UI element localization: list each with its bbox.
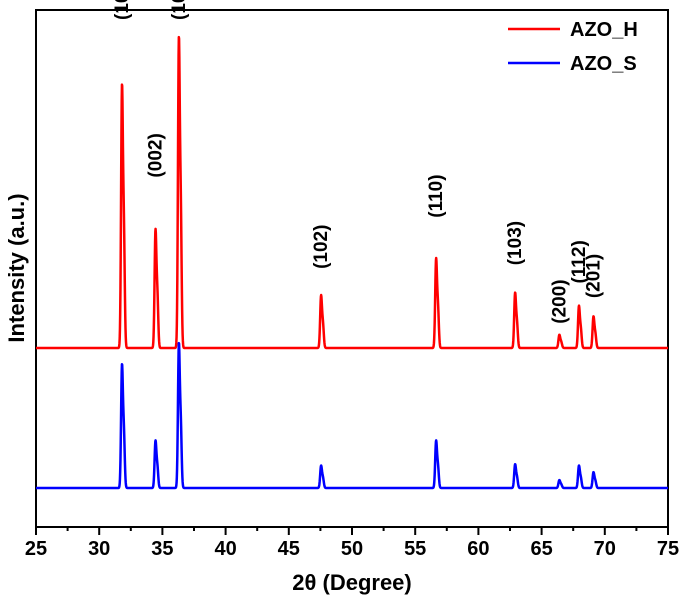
x-tick-label: 35	[151, 538, 173, 560]
x-tick-label: 60	[467, 538, 489, 560]
y-axis-title: Intensity (a.u.)	[4, 193, 29, 342]
x-axis-title: 2θ (Degree)	[292, 570, 412, 595]
peak-label: (200)	[549, 279, 570, 323]
x-tick-label: 30	[88, 538, 110, 560]
x-axis-ticks: 25 30 35 40 45 50 55 60 65 70 75	[25, 527, 679, 560]
legend-label-azo-s: AZO_S	[570, 53, 637, 75]
peak-label: (101)	[169, 0, 190, 20]
x-tick-label: 75	[657, 538, 679, 560]
peak-label: (103)	[505, 221, 526, 265]
peak-label: (002)	[145, 133, 166, 177]
x-tick-label: 55	[404, 538, 426, 560]
legend: AZO_H AZO_S	[508, 19, 638, 75]
peak-label: (102)	[311, 225, 332, 269]
x-tick-label: 70	[594, 538, 616, 560]
peak-label: (201)	[583, 254, 604, 298]
x-tick-label: 25	[25, 538, 47, 560]
series-layer	[35, 35, 669, 490]
series-line-azo-s	[35, 341, 669, 490]
legend-label-azo-h: AZO_H	[570, 19, 638, 41]
x-tick-label: 40	[214, 538, 236, 560]
series-line-azo-h	[35, 35, 669, 350]
peak-label: (100)	[112, 0, 133, 20]
x-tick-label: 45	[278, 538, 300, 560]
peak-labels: (100) (002) (101) (102) (110) (103) (200)(112)…	[112, 0, 604, 324]
x-tick-label: 50	[341, 538, 363, 560]
peak-label: (112)	[569, 240, 590, 283]
peak-label: (110)	[426, 174, 447, 217]
x-tick-label: 65	[530, 538, 552, 560]
